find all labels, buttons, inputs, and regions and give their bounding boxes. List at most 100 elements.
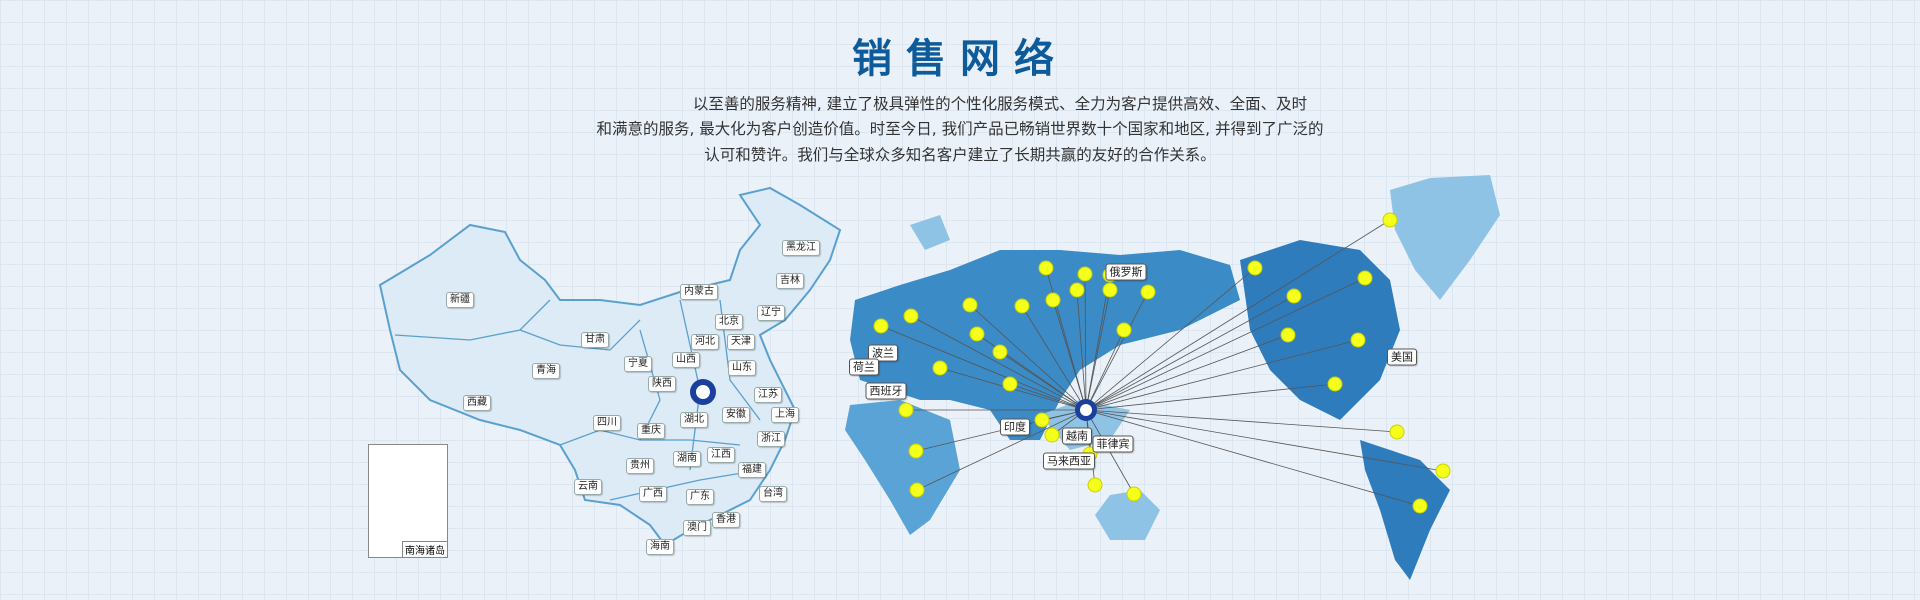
province-label: 河北: [691, 334, 719, 350]
route-line: [1021, 305, 1087, 411]
location-point: [1038, 260, 1054, 276]
route-line: [1085, 277, 1366, 411]
location-point: [969, 326, 985, 342]
intro-line-2: 和满意的服务, 最大化为客户创造价值。时至今日, 我们产品已畅销世界数十个国家和…: [596, 120, 1324, 138]
province-label: 广东: [686, 489, 714, 505]
route-line: [999, 351, 1087, 411]
province-label: 陕西: [648, 376, 676, 392]
province-label: 江苏: [754, 387, 782, 403]
province-label: 天津: [727, 334, 755, 350]
inset-label: 南海诸岛: [402, 541, 447, 557]
province-label: 甘肃: [581, 332, 609, 348]
route-line: [1085, 267, 1256, 411]
location-point: [1350, 332, 1366, 348]
route-line: [1085, 274, 1111, 411]
location-point: [1286, 288, 1302, 304]
province-label: 广西: [639, 486, 667, 502]
province-label: 贵州: [626, 458, 654, 474]
province-label: 西藏: [463, 395, 491, 411]
route-line: [1085, 295, 1295, 411]
location-point: [1412, 498, 1428, 514]
location-point: [1140, 284, 1156, 300]
location-point: [909, 482, 925, 498]
location-point: [898, 402, 914, 418]
route-line: [1085, 219, 1391, 411]
province-label: 重庆: [637, 423, 665, 439]
location-point: [1002, 376, 1018, 392]
province-label: 北京: [715, 314, 743, 330]
province-label: 黑龙江: [782, 240, 820, 256]
route-line: [1085, 409, 1398, 433]
location-point: [908, 443, 924, 459]
world-map: [845, 175, 1500, 580]
province-label: 香港: [712, 512, 740, 528]
province-label: 福建: [738, 462, 766, 478]
country-label: 西班牙: [865, 382, 907, 400]
route-line: [910, 315, 1087, 411]
location-point: [1126, 486, 1142, 502]
route-line: [1085, 409, 1421, 507]
location-point: [1389, 424, 1405, 440]
route-line: [1052, 299, 1087, 411]
location-point: [1116, 322, 1132, 338]
south-china-sea-inset: 南海诸岛: [368, 444, 448, 558]
location-point: [1280, 327, 1296, 343]
company-logo: [690, 379, 1097, 421]
country-label: 印度: [1000, 418, 1030, 436]
page-title: 销售网络: [852, 36, 1068, 82]
location-point: [1044, 427, 1060, 443]
country-label: 马来西亚: [1043, 452, 1095, 470]
province-label: 山西: [672, 352, 700, 368]
location-point: [1327, 376, 1343, 392]
province-label: 浙江: [757, 431, 785, 447]
country-label: 波兰: [868, 344, 898, 362]
route-line: [880, 325, 1087, 411]
location-point: [1357, 270, 1373, 286]
intro-line-1: 以至善的服务精神, 建立了极具弹性的个性化服务模式、全力为客户提供高效、全面、及…: [692, 95, 1308, 113]
location-point: [1382, 212, 1398, 228]
location-point: [1069, 282, 1085, 298]
province-label: 海南: [646, 539, 674, 555]
country-label: 美国: [1387, 348, 1417, 366]
route-line: [1085, 289, 1111, 411]
location-point: [992, 344, 1008, 360]
route-line: [1085, 329, 1125, 411]
route-line: [1045, 267, 1087, 411]
location-point: [1247, 260, 1263, 276]
route-line: [1076, 289, 1087, 411]
province-label: 湖北: [680, 412, 708, 428]
location-point: [1102, 282, 1118, 298]
route-line: [1085, 291, 1149, 411]
location-point: [1014, 298, 1030, 314]
intro-line-3: 认可和赞许。我们与全球众多知名客户建立了长期共赢的友好的合作关系。: [704, 146, 1216, 164]
location-point: [1045, 292, 1061, 308]
location-point: [1435, 463, 1451, 479]
province-label: 安徽: [722, 407, 750, 423]
province-label: 新疆: [446, 292, 474, 308]
route-line: [1085, 334, 1289, 411]
location-point: [903, 308, 919, 324]
province-label: 吉林: [776, 273, 804, 289]
route-line: [916, 409, 1087, 491]
province-label: 辽宁: [757, 305, 785, 321]
province-label: 山东: [728, 360, 756, 376]
route-line: [969, 304, 1087, 411]
province-label: 台湾: [759, 486, 787, 502]
route-line: [1085, 339, 1359, 411]
country-label: 菲律宾: [1092, 435, 1134, 453]
route-line: [1085, 409, 1444, 472]
location-point: [962, 297, 978, 313]
location-point: [873, 318, 889, 334]
route-line: [1085, 383, 1336, 411]
location-point: [1034, 412, 1050, 428]
location-point: [932, 360, 948, 376]
province-label: 云南: [574, 479, 602, 495]
province-label: 江西: [707, 447, 735, 463]
province-label: 内蒙古: [680, 284, 718, 300]
province-label: 澳门: [683, 520, 711, 536]
country-label: 越南: [1062, 427, 1092, 445]
route-line: [1084, 273, 1087, 411]
province-label: 青海: [532, 363, 560, 379]
province-label: 四川: [593, 415, 621, 431]
